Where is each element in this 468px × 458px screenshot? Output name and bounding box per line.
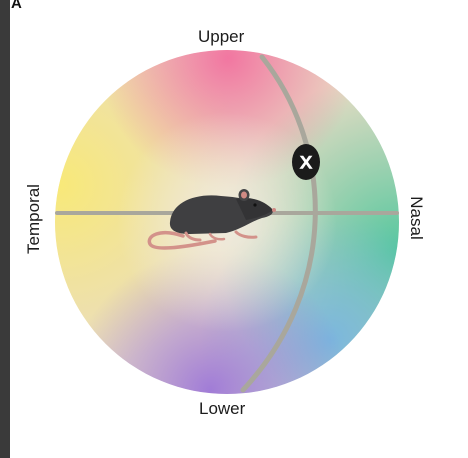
figure-edge-bar <box>0 0 10 458</box>
x-marker-symbol: X <box>300 153 311 172</box>
mouse-tail <box>147 231 217 250</box>
vertical-meridian-arc <box>240 54 318 393</box>
mouse-illustration <box>147 189 276 250</box>
x-marker: X <box>292 144 320 180</box>
nasal-label: Nasal <box>407 196 426 240</box>
panel-label: A <box>11 0 22 12</box>
temporal-label: Temporal <box>24 184 43 254</box>
upper-label: Upper <box>198 27 245 46</box>
lower-label: Lower <box>199 399 246 418</box>
